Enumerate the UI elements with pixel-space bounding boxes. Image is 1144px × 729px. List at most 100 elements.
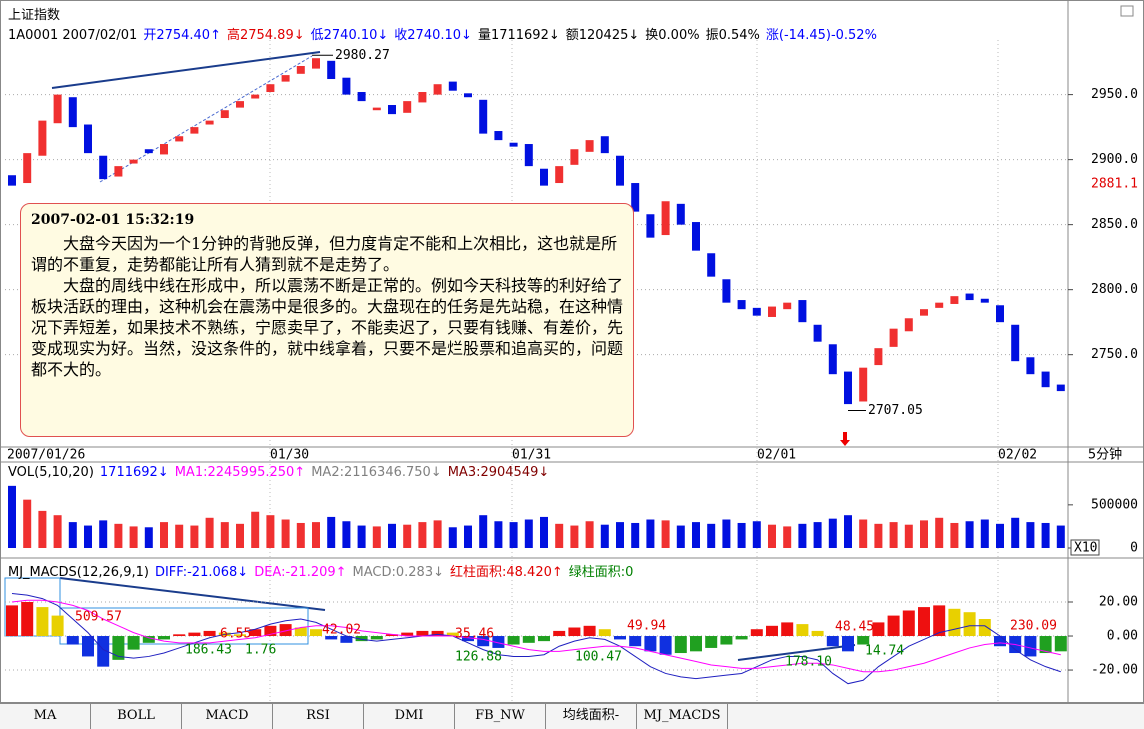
x-tick-label: 02/01	[757, 448, 796, 463]
macd-bar	[401, 632, 414, 637]
quote-item: 额120425↓	[565, 28, 640, 43]
macd-bar	[66, 636, 79, 645]
macd-bar	[82, 636, 94, 657]
dea-line	[11, 599, 1061, 673]
macd-bar	[857, 636, 870, 645]
volume-bar	[494, 521, 503, 548]
candle	[585, 140, 594, 152]
candle	[144, 149, 153, 154]
volume-bar	[555, 523, 564, 548]
macd-bar	[355, 636, 368, 642]
candle	[874, 348, 883, 366]
candle	[570, 149, 579, 165]
volume-bar	[661, 520, 670, 548]
indicator-tab[interactable]: MJ_MACDS	[637, 704, 728, 729]
candle	[220, 110, 229, 119]
candle	[372, 107, 381, 111]
macd-bar	[279, 624, 292, 637]
candle	[859, 367, 868, 402]
volume-bar	[616, 522, 624, 548]
y-tick-label: 2900.0	[1091, 152, 1138, 167]
indicator-tab[interactable]: BOLL	[91, 704, 182, 729]
macd-bar	[6, 605, 18, 637]
index-name: 上证指数	[8, 8, 61, 23]
macd-bar	[112, 636, 125, 660]
header-quote: 1A0001 2007/02/01 开2754.40↑ 高2754.89↓ 低2740…	[8, 24, 883, 43]
indicator-tab[interactable]: DMI	[364, 704, 455, 729]
macd-bar	[431, 630, 444, 637]
diff-line	[11, 592, 1061, 685]
volume-bar	[53, 515, 62, 548]
volume-bar	[676, 525, 685, 548]
area-label: 14.74	[865, 644, 904, 659]
quote-item: 换0.00%	[645, 28, 700, 43]
indicator-tab[interactable]: 均线面积-	[546, 704, 637, 729]
macd-bar	[750, 629, 763, 637]
indicator-tab[interactable]: FB_NW	[455, 704, 546, 729]
area-label: 178.10	[785, 655, 832, 670]
volume-bar	[996, 523, 1004, 548]
volume-bar	[388, 523, 396, 548]
candle	[129, 159, 138, 164]
candle	[1011, 324, 1020, 362]
macd-bar	[249, 629, 262, 637]
indicator-item: DEA:-21.209↑	[254, 565, 347, 580]
macd-bar	[978, 619, 991, 637]
candle	[935, 302, 944, 308]
macd-bar	[538, 636, 550, 642]
volume-bar	[342, 521, 351, 548]
indicator-item: MA3:2904549↓	[447, 465, 550, 480]
area-label: 100.47	[575, 650, 622, 665]
volume-bar	[874, 523, 883, 548]
area-label: 126.88	[455, 650, 502, 665]
candle	[676, 203, 685, 225]
macd-bar	[796, 624, 809, 637]
area-label: 230.09	[1010, 619, 1057, 634]
volume-bar	[722, 519, 731, 548]
volume-bar	[251, 511, 260, 548]
candle	[175, 136, 184, 142]
macd-bar	[659, 636, 672, 655]
indicator-tab[interactable]: RSI	[273, 704, 364, 729]
candle	[661, 201, 670, 236]
volume-bar	[357, 525, 366, 548]
macd-bar	[644, 636, 657, 652]
macd-bar	[127, 636, 140, 650]
macd-bar	[477, 636, 490, 647]
candle	[828, 344, 837, 375]
window-icon[interactable]	[1120, 5, 1134, 17]
candle	[312, 58, 320, 69]
macd-bar	[614, 636, 626, 640]
scale-box	[1070, 539, 1100, 556]
candle	[236, 101, 244, 108]
indicator-tab[interactable]: MACD	[182, 704, 273, 729]
candle	[692, 222, 700, 251]
macd-bar	[142, 636, 155, 643]
candle	[68, 97, 77, 128]
macd-bar	[994, 636, 1006, 647]
comment-box: 2007-02-01 15:32:19 大盘今天因为一个1分钟的背驰反弹，但力度肯…	[20, 203, 634, 437]
area-label: 35.46	[455, 627, 494, 642]
volume-bar	[646, 519, 655, 548]
candle	[950, 296, 959, 304]
note-paragraph: 大盘的周线中线在形成中，所以震荡不断是正常的。例如今天科技等的利好给了板块活跃的…	[31, 276, 624, 379]
volume-bar	[1056, 525, 1065, 548]
volume-bar	[99, 520, 108, 548]
indicator-tab[interactable]: MA	[0, 704, 91, 729]
indicator-item: 绿柱面积:0	[568, 565, 634, 580]
quote-item: 1A0001 2007/02/01	[8, 28, 138, 43]
volume-bar	[175, 524, 184, 548]
volume-bar	[828, 518, 837, 548]
candle	[1026, 357, 1035, 375]
candle	[8, 175, 16, 186]
candle	[752, 307, 761, 316]
candle	[99, 155, 108, 180]
arrow	[840, 432, 850, 446]
macd-bar	[462, 636, 474, 642]
candle	[114, 166, 123, 177]
volume-bar	[433, 520, 442, 548]
volume-bar	[509, 522, 518, 548]
volume-bar	[737, 522, 746, 548]
candle	[996, 305, 1004, 323]
